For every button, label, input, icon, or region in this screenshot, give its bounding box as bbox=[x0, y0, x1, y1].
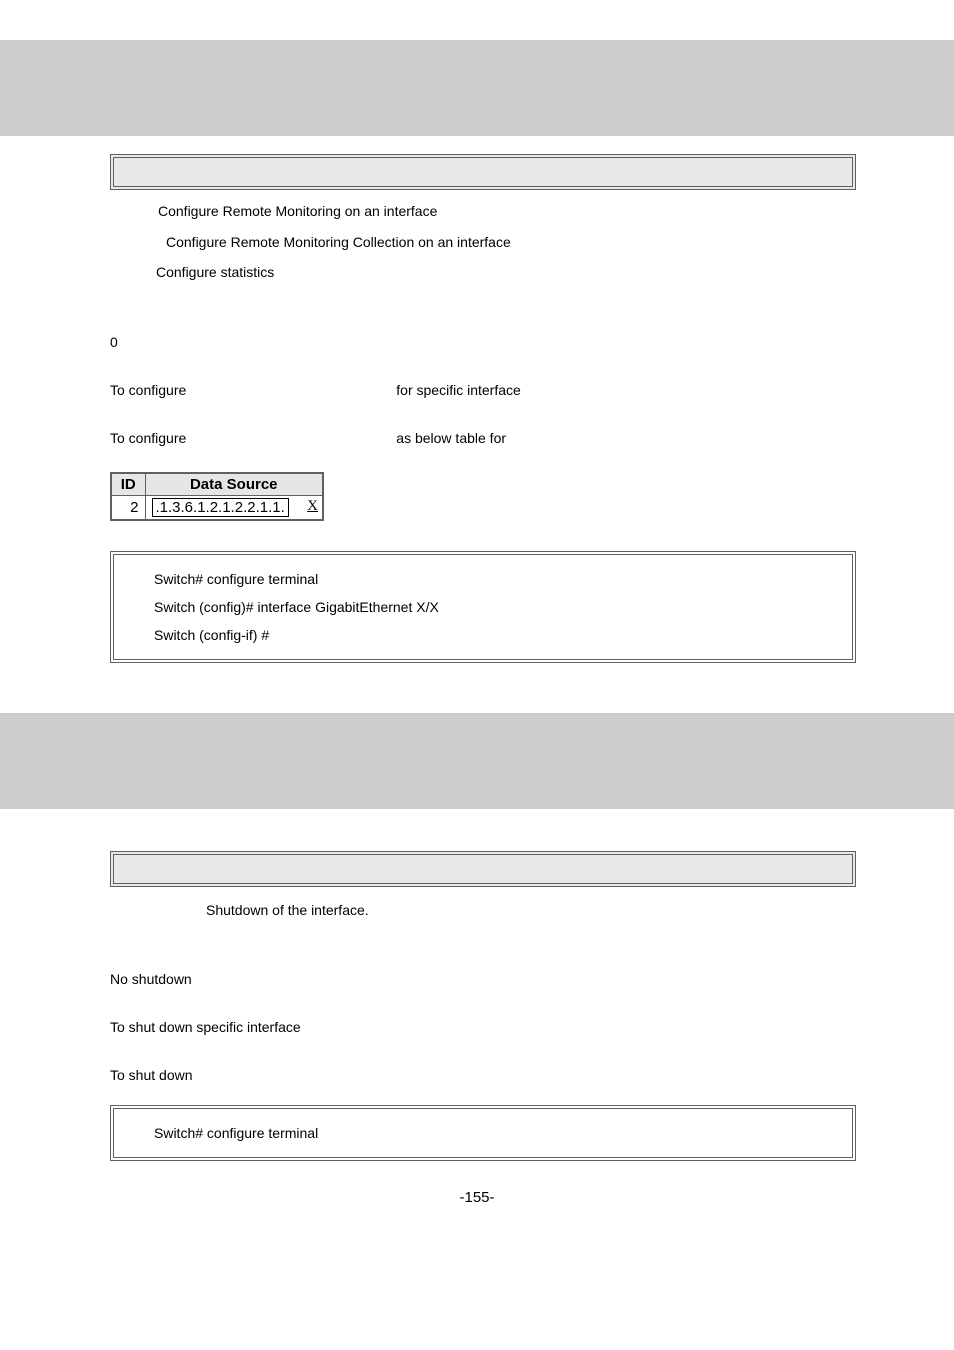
text-fragment: as below table for bbox=[396, 430, 506, 446]
cli-example-box-1: Switch# configure terminal Switch (confi… bbox=[110, 551, 856, 663]
option-list-1: Configure Remote Monitoring on an interf… bbox=[158, 198, 856, 286]
cell-data-source: .1.3.6.1.2.1.2.2.1.1. X bbox=[145, 495, 323, 520]
table-header-id: ID bbox=[111, 473, 145, 496]
table-header-data-source: Data Source bbox=[145, 473, 323, 496]
page-number: -155- bbox=[0, 1189, 954, 1206]
paragraph: To configure as below table for bbox=[110, 430, 856, 446]
paragraph: To shut down bbox=[110, 1067, 856, 1083]
text-fragment: To configure bbox=[110, 382, 186, 398]
option-item: Shutdown of the interface. bbox=[206, 897, 856, 924]
cli-example-box-2: Switch# configure terminal bbox=[110, 1105, 856, 1161]
paragraph: No shutdown bbox=[110, 971, 856, 987]
section-banner-1 bbox=[0, 40, 954, 136]
option-item: Configure Remote Monitoring on an interf… bbox=[158, 198, 856, 225]
option-item: Configure statistics bbox=[156, 259, 856, 286]
cli-line: Switch# configure terminal bbox=[154, 565, 812, 593]
cli-line: Switch (config)# interface GigabitEthern… bbox=[154, 593, 812, 621]
text-fragment: for specific interface bbox=[396, 382, 521, 398]
cell-id: 2 bbox=[111, 495, 145, 520]
data-source-table: ID Data Source 2 .1.3.6.1.2.1.2.2.1.1. X bbox=[110, 472, 856, 521]
cli-line: Switch (config-if) # bbox=[154, 621, 812, 649]
delete-x-icon: X bbox=[307, 498, 318, 515]
subheading-box-2 bbox=[110, 851, 856, 887]
data-source-value: .1.3.6.1.2.1.2.2.1.1. bbox=[152, 498, 289, 517]
subheading-box-1 bbox=[110, 154, 856, 190]
text-fragment: To configure bbox=[110, 430, 186, 446]
section-banner-2 bbox=[0, 713, 954, 809]
paragraph: To configure for specific interface bbox=[110, 382, 856, 398]
cli-line: Switch# configure terminal bbox=[154, 1119, 812, 1147]
text-zero: 0 bbox=[110, 334, 856, 350]
option-item: Configure Remote Monitoring Collection o… bbox=[166, 229, 856, 256]
option-list-2: Shutdown of the interface. bbox=[206, 897, 856, 924]
paragraph: To shut down specific interface bbox=[110, 1019, 856, 1035]
table-row: 2 .1.3.6.1.2.1.2.2.1.1. X bbox=[111, 495, 323, 520]
